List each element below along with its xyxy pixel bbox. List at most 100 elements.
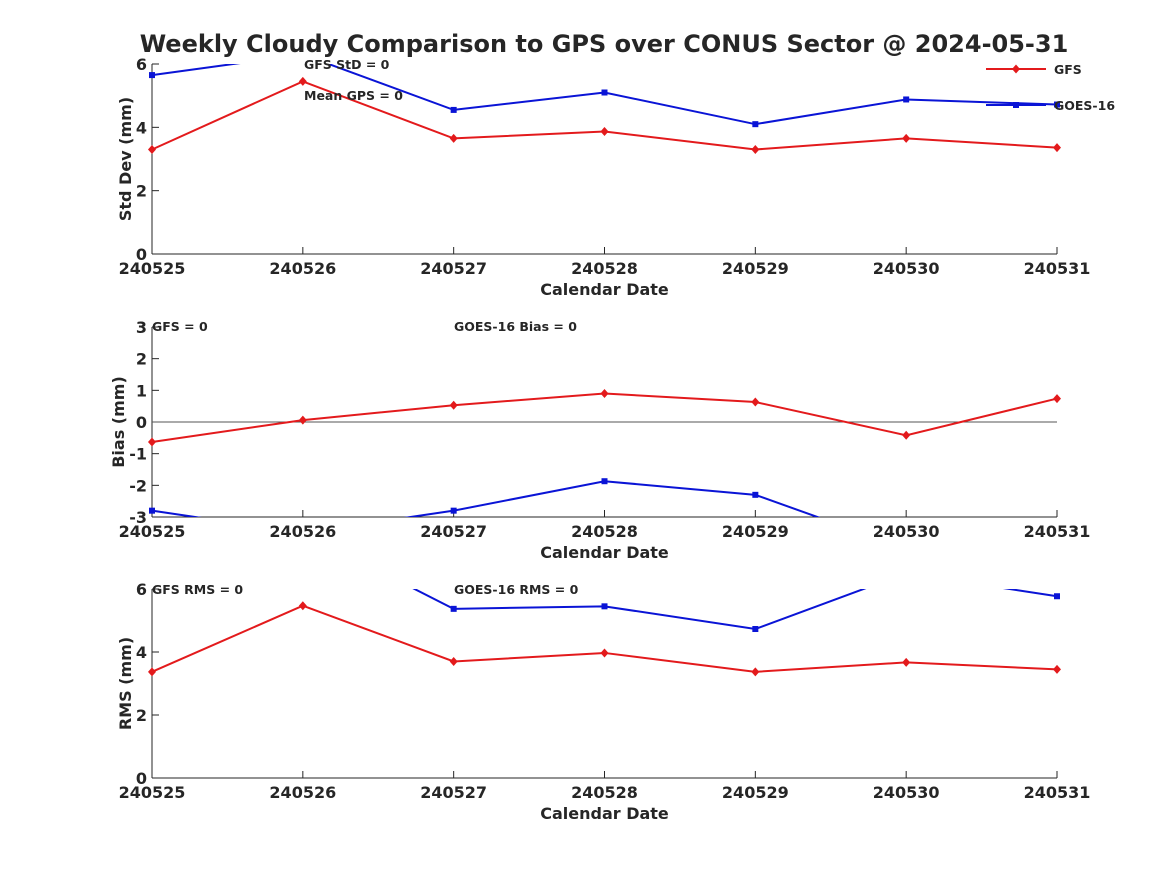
series-gfs [148,76,1061,154]
data-point [600,126,609,136]
data-point [751,667,760,677]
data-point [449,133,458,143]
x-axis-label: Calendar Date [540,804,669,823]
series-line [151,604,1058,673]
x-tick-label: 240530 [873,259,940,278]
y-tick-label: 4 [136,643,147,662]
y-tick-label: -3 [129,508,147,527]
x-tick-label: 240531 [1024,522,1091,541]
x-tick-label: 240528 [571,783,638,802]
y-tick-label: -1 [129,445,147,464]
panel-bias: 240525 240526 240527 240528 240529 240530 2405… [109,318,1091,562]
data-point [1054,593,1060,600]
x-tick-label: 240527 [420,522,487,541]
y-tick-label: 2 [136,350,147,369]
y-tick-label: 6 [136,55,147,74]
x-tick-label: 240526 [269,783,336,802]
data-point [600,389,609,398]
x-tick-label: 240529 [722,259,789,278]
series-line [151,392,1058,443]
data-point [902,133,911,143]
y-tick-label: 0 [136,769,147,788]
x-tick-label: 240527 [420,259,487,278]
data-point [903,546,909,552]
x-tick-label: 240526 [269,522,336,541]
series-gfs [148,389,1061,447]
data-point [148,145,156,154]
data-point [449,656,458,666]
data-point [148,667,156,677]
data-point [600,648,609,658]
legend-marker [1012,64,1020,74]
series-goes-16 [149,478,909,552]
annotation: Mean GPS = 0 [304,88,403,103]
data-point [450,605,457,612]
panel-rms: 240525 240526 240527 240528 240529 240530 2405… [116,580,1091,823]
x-tick-label: 240528 [571,522,638,541]
x-tick-label: 240528 [571,259,638,278]
x-axis-label: Calendar Date [540,280,669,299]
x-tick-label: 240526 [269,259,336,278]
data-point [752,626,759,633]
data-point [752,121,759,128]
data-point [450,106,457,113]
x-tick-label: 240529 [722,522,789,541]
legend-marker [1013,102,1019,108]
legend-entry-gfs: GFS [986,62,1082,77]
data-point [298,76,307,86]
x-tick-label: 240525 [119,783,186,802]
data-point [148,437,156,447]
figure-title: Weekly Cloudy Comparison to GPS over CON… [140,30,1069,58]
y-tick-label: 3 [136,318,147,337]
y-tick-label: 6 [136,580,147,599]
y-tick-label: 1 [136,381,147,400]
legend-label: GFS [1054,62,1082,77]
x-tick-label: 240525 [119,259,186,278]
y-tick-label: 2 [136,706,147,725]
y-axis-label: Std Dev (mm) [116,97,135,221]
data-point [1054,101,1060,108]
y-axis-label: Bias (mm) [109,376,128,468]
legend-label: GOES-16 [1054,98,1115,113]
annotation: GFS RMS = 0 [152,582,243,597]
x-tick-label: 240531 [1024,783,1091,802]
chart-panels: 240525 240526 240527 240528 240529 240530 2405… [109,55,1115,823]
series-line [151,64,1058,126]
data-point [298,415,307,425]
data-point [149,507,155,514]
data-point [903,96,910,103]
y-axis-label: RMS (mm) [116,637,135,730]
x-tick-label: 240529 [722,783,789,802]
series-goes-16 [149,64,1060,128]
x-tick-label: 240530 [873,522,940,541]
x-axis-label: Calendar Date [540,543,669,562]
data-point [601,89,608,96]
y-tick-label: 0 [136,413,147,432]
x-tick-label: 240527 [420,783,487,802]
legend-entry-goes-16: GOES-16 [986,98,1115,113]
y-tick-label: 2 [136,182,147,201]
data-point [902,657,911,667]
annotation: GOES-16 Bias = 0 [454,319,577,334]
x-tick-label: 240525 [119,522,186,541]
y-tick-label: 0 [136,245,147,264]
data-point [902,430,911,440]
annotation: GOES-16 RMS = 0 [454,582,579,597]
data-point [1053,664,1061,674]
legend: GFS GOES-16 [986,62,1115,113]
data-point [752,491,759,498]
annotation: GFS StD = 0 [304,57,390,72]
y-tick-label: -2 [129,476,147,495]
y-tick-label: 4 [136,118,147,137]
x-tick-label: 240530 [873,783,940,802]
annotation: GFS = 0 [152,319,208,334]
series-gfs [148,601,1061,677]
data-point [450,507,457,514]
data-point [1053,394,1061,404]
data-point [149,72,155,79]
data-point [601,478,608,485]
data-point [298,601,307,611]
data-point [1053,143,1061,153]
series-goes-16 [412,589,1060,633]
data-point [751,397,760,407]
